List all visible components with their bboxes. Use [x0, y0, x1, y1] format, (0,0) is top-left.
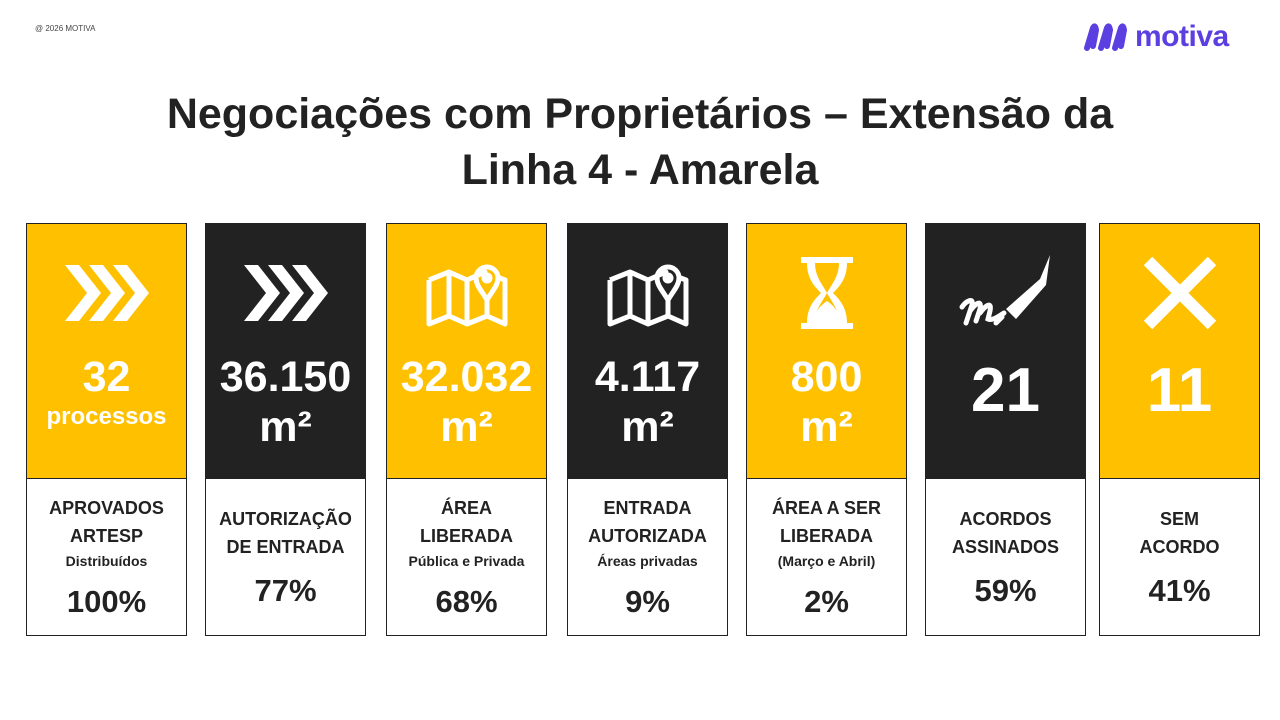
kpi-label: ENTRADA AUTORIZADA — [588, 498, 707, 546]
kpi-value: 32 — [82, 353, 131, 401]
kpi-label: AUTORIZAÇÃO DE ENTRADA — [219, 509, 352, 557]
kpi-percent: 100% — [66, 584, 147, 619]
kpi-label: APROVADOS ARTESP — [49, 498, 164, 546]
kpi-unit: m² — [440, 403, 493, 451]
kpi-value: 32.032 — [400, 353, 533, 401]
kpi-value: 4.117 — [594, 353, 701, 401]
logo-mark-icon — [1084, 23, 1128, 51]
title-line-1: Negociações com Proprietários – Extensão… — [166, 90, 1114, 138]
kpi-card-body: ÁREA LIBERADA Pública e Privada 68% — [386, 479, 547, 636]
kpi-card: 4.117 m² ENTRADA AUTORIZADA Áreas privad… — [567, 223, 728, 636]
kpi-card-body: ACORDOS ASSINADOS 59% — [925, 479, 1086, 636]
copyright: @ 2026 MOTIVA — [35, 24, 96, 33]
kpi-percent: 59% — [974, 573, 1037, 608]
kpi-sublabel: Pública e Privada — [408, 553, 525, 569]
kpi-value: 800 — [790, 353, 863, 401]
kpi-card-body: APROVADOS ARTESP Distribuídos 100% — [26, 479, 187, 636]
hourglass-icon — [799, 224, 855, 352]
kpi-sublabel: (Março e Abril) — [777, 553, 876, 569]
kpi-card-header: 4.117 m² — [567, 223, 728, 479]
motiva-logo: motiva — [1083, 20, 1229, 54]
kpi-card: 32 processos APROVADOS ARTESP Distribuíd… — [26, 223, 187, 636]
kpi-card: 21 ACORDOS ASSINADOS 59% — [925, 223, 1086, 636]
logo-text: motiva — [1135, 20, 1229, 53]
kpi-label: SEM ACORDO — [1139, 509, 1220, 557]
kpi-card-header: 11 — [1099, 223, 1260, 479]
kpi-label: ÁREA LIBERADA — [420, 498, 513, 546]
kpi-card-header: 32 processos — [26, 223, 187, 479]
kpi-card-header: 800 m² — [746, 223, 907, 479]
kpi-card: 36.150 m² AUTORIZAÇÃO DE ENTRADA 77% — [205, 223, 366, 636]
kpi-unit: m² — [800, 403, 853, 451]
map-pin-icon — [606, 224, 690, 352]
kpi-card-body: ENTRADA AUTORIZADA Áreas privadas 9% — [567, 479, 728, 636]
kpi-label: ACORDOS ASSINADOS — [951, 509, 1059, 557]
kpi-percent: 2% — [804, 584, 849, 619]
kpi-card-header: 21 — [925, 223, 1086, 479]
kpi-unit: m² — [621, 403, 674, 451]
kpi-sublabel: Áreas privadas — [597, 553, 698, 569]
kpi-card: 11 SEM ACORDO 41% — [1099, 223, 1260, 636]
kpi-percent: 9% — [625, 584, 670, 619]
kpi-card-body: AUTORIZAÇÃO DE ENTRADA 77% — [205, 479, 366, 636]
kpi-unit: m² — [259, 403, 312, 451]
kpi-card: 800 m² ÁREA A SER LIBERADA (Março e Abri… — [746, 223, 907, 636]
kpi-sublabel: Distribuídos — [65, 553, 148, 569]
page-title: Negociações com Proprietários – Extensão… — [0, 86, 1280, 198]
kpi-unit: processos — [46, 403, 167, 430]
x-icon — [1142, 224, 1218, 352]
kpi-value: 36.150 — [219, 353, 352, 401]
signature-pen-icon — [958, 224, 1054, 352]
kpi-percent: 41% — [1148, 573, 1211, 608]
kpi-percent: 68% — [435, 584, 498, 619]
kpi-value: 21 — [971, 356, 1040, 425]
chevrons-right-icon — [243, 224, 328, 352]
kpi-card-body: ÁREA A SER LIBERADA (Março e Abril) 2% — [746, 479, 907, 636]
kpi-card-body: SEM ACORDO 41% — [1099, 479, 1260, 636]
kpi-label: ÁREA A SER LIBERADA — [771, 498, 881, 546]
kpi-percent: 77% — [254, 573, 317, 608]
kpi-card-header: 36.150 m² — [205, 223, 366, 479]
kpi-card: 32.032 m² ÁREA LIBERADA Pública e Privad… — [386, 223, 547, 636]
kpi-card-header: 32.032 m² — [386, 223, 547, 479]
map-pin-icon — [425, 224, 509, 352]
title-line-2: Linha 4 - Amarela — [461, 146, 819, 194]
kpi-value: 11 — [1146, 356, 1213, 425]
chevrons-right-icon — [64, 224, 149, 352]
